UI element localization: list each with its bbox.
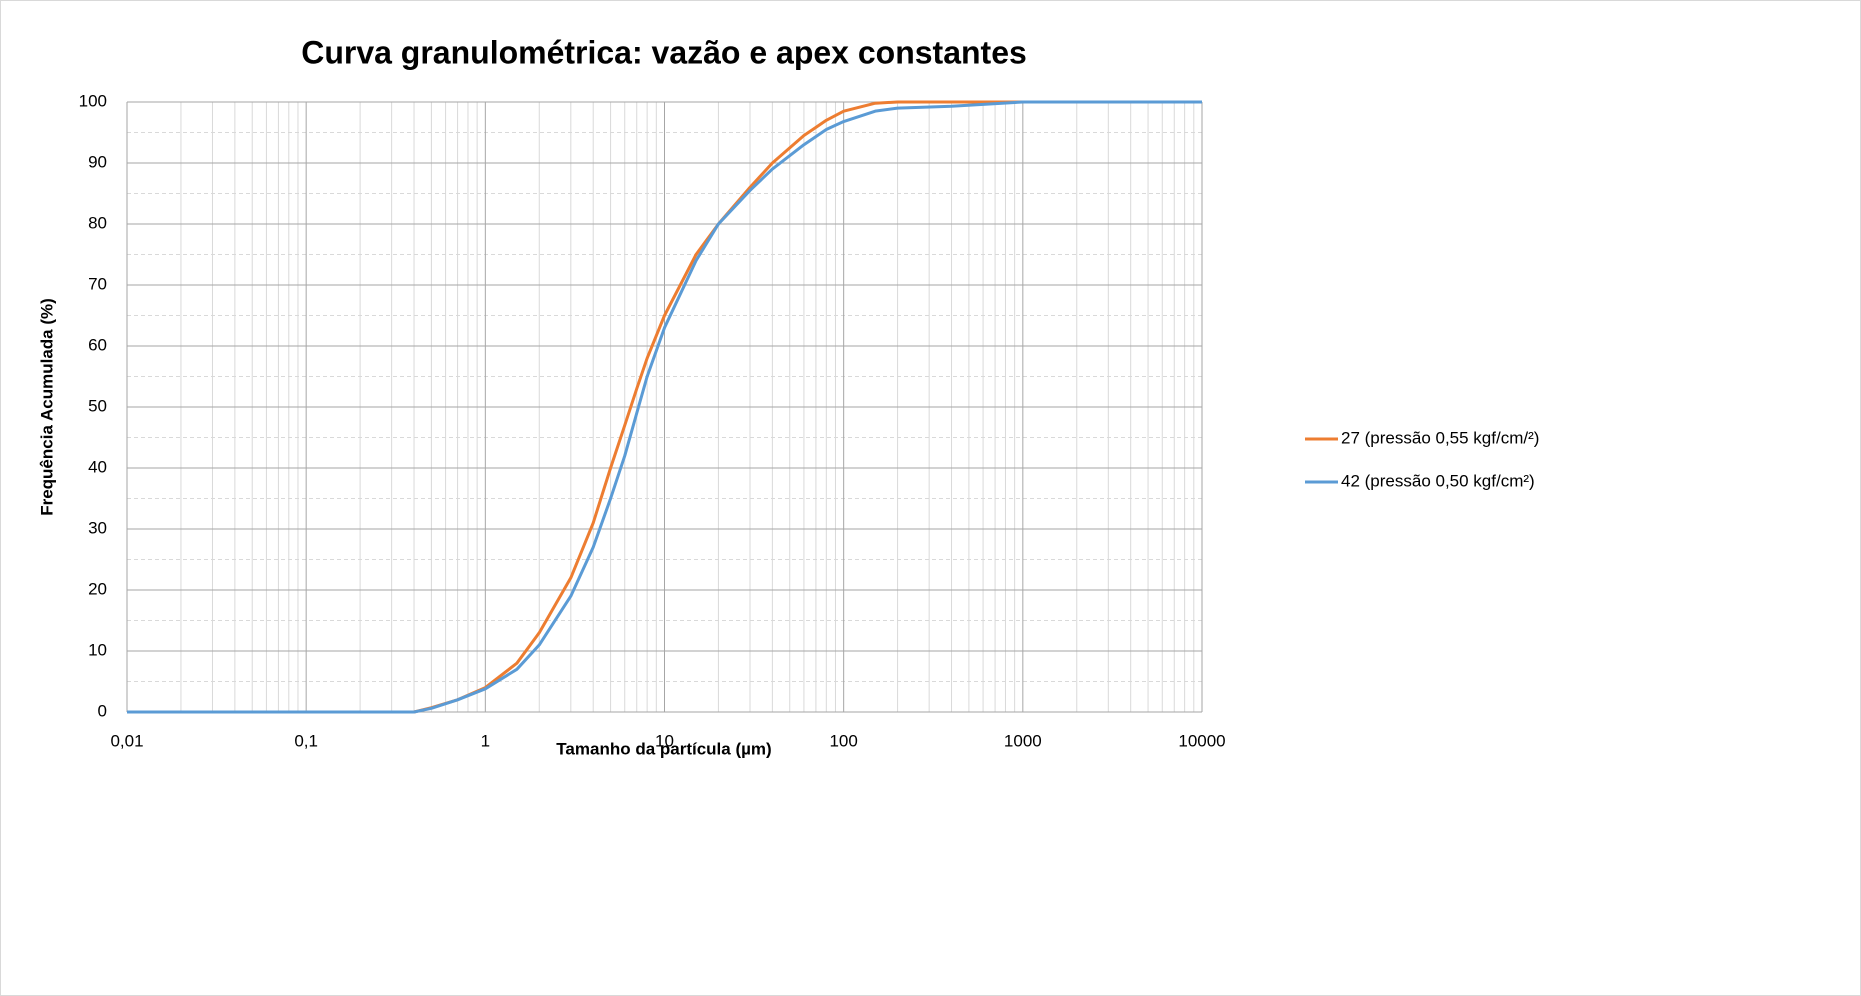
y-tick-label: 80 [88,213,107,232]
y-tick-label: 60 [88,335,107,354]
y-tick-label: 90 [88,152,107,171]
y-tick-label: 50 [88,396,107,415]
x-tick-label: 100 [829,731,857,750]
x-tick-label: 10000 [1178,731,1225,750]
y-axis-label: Frequência Acumulada (%) [37,298,56,516]
y-tick-label: 10 [88,640,107,659]
x-tick-label: 1000 [1004,731,1042,750]
y-tick-label: 30 [88,518,107,537]
x-tick-label: 0,01 [110,731,143,750]
y-tick-label: 100 [79,91,107,110]
y-tick-label: 40 [88,457,107,476]
chart-title: Curva granulométrica: vazão e apex const… [301,34,1027,70]
legend-label: 42 (pressão 0,50 kgf/cm²) [1341,471,1535,490]
x-tick-label: 0,1 [294,731,318,750]
series-line [127,100,1202,714]
x-tick-label: 10 [655,731,674,750]
y-tick-label: 20 [88,579,107,598]
x-tick-label: 1 [481,731,490,750]
x-axis-label: Tamanho da partícula (µm) [556,739,771,758]
y-tick-label: 70 [88,274,107,293]
legend-label: 27 (pressão 0,55 kgf/cm/²) [1341,428,1539,447]
y-tick-label: 0 [98,701,107,720]
series-line [127,100,1202,714]
